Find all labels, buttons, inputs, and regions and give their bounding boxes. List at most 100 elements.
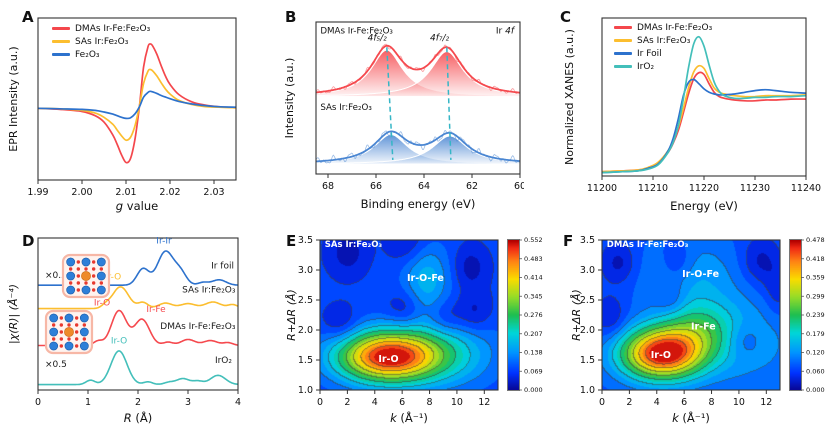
panel-B-plot: 68 66 64 62 60 DMAs Ir-Fe:Fe₂O₃ SAs Ir:Fe₂O₃ 4f… xyxy=(315,21,524,192)
panel-C-legend: DMAs Ir-Fe:Fe₂O₃ SAs Ir:Fe₂O₃ Ir Foil IrO₂ xyxy=(614,21,712,73)
x-tick-label: 8 xyxy=(709,397,715,408)
panel-E-letter: E xyxy=(286,232,297,250)
legend-item: DMAs Ir-Fe:Fe₂O₃ xyxy=(52,22,150,35)
panel-E-xlabel-italic: k xyxy=(390,411,397,425)
legend-item: SAs Ir:Fe₂O₃ xyxy=(614,34,712,47)
panel-C-plot: 11200 11210 11220 11230 11240 xyxy=(587,17,821,194)
o-atom xyxy=(51,323,56,327)
sample-label: DMAs Ir-Fe:Fe₂O₃ xyxy=(320,26,393,36)
x-tick-label: 2.03 xyxy=(203,187,224,198)
series-SAs Ir:Fe₂O₃ xyxy=(602,64,806,173)
o-atom xyxy=(91,274,96,278)
colorbar-tick-label: 0.120 xyxy=(806,349,825,357)
series-SAs Ir:Fe₂O₃ xyxy=(38,286,238,310)
x-tick-label: 2 xyxy=(344,397,350,408)
series-IrO₂ xyxy=(602,35,806,174)
peak-fill xyxy=(316,51,520,98)
o-atom xyxy=(74,323,79,327)
o-atom xyxy=(59,323,64,327)
x-tick-label: 3 xyxy=(185,397,191,408)
x-tick-label: 0 xyxy=(317,397,323,408)
o-atom xyxy=(59,344,64,348)
fe-atom xyxy=(66,271,76,281)
o-atom xyxy=(76,260,81,264)
panel-C: C Normalized XANES (a.u.) 11200 11210 1122… xyxy=(550,4,825,216)
colorbar-tick-label: 0.359 xyxy=(806,274,825,282)
o-atom xyxy=(59,337,64,341)
colorbar-tick-label: 0.418 xyxy=(806,255,825,263)
colorbar-tick-label: 0.000 xyxy=(524,386,543,394)
annotation-Ir foil: Ir foil xyxy=(211,261,234,271)
envelope-DMAs Ir-Fe:Fe₂O₃ xyxy=(316,44,520,94)
o-atom xyxy=(67,323,71,327)
heatmap-label-Ir-O-Fe: Ir-O-Fe xyxy=(407,273,444,284)
x-tick-label: 2.02 xyxy=(159,187,180,198)
o-atom xyxy=(74,330,79,334)
panel-F-axes: 0 2 4 6 8 10 12 1.0 1.5 2.0 2.5 3.0 3.5 DMAs Ir-Fe:Fe… xyxy=(580,235,825,408)
panel-E-axes: 0 2 4 6 8 10 12 1.0 1.5 2.0 2.5 3.0 3.5 SAs Ir:Fe₂O₃ I… xyxy=(298,235,543,408)
x-tick-label: 11230 xyxy=(740,183,770,194)
x-tick-label: 62 xyxy=(466,181,478,192)
panel-D-xlabel-italic: R xyxy=(123,411,132,425)
plot-series-group xyxy=(38,43,236,164)
panel-A: A EPR Intensity (a.u.) 1.99 2.00 2.01 2.02 2… xyxy=(6,4,262,216)
x-tick-label: 12 xyxy=(478,397,490,408)
envelope-SAs Ir:Fe₂O₃ xyxy=(316,130,520,163)
o-atom xyxy=(74,344,79,348)
panel-A-xlabel-italic: g xyxy=(115,199,124,213)
fe-atom xyxy=(64,341,74,351)
o-atom xyxy=(91,288,96,292)
panel-F-xlabel-italic: k xyxy=(672,411,679,425)
panel-F-colorbar xyxy=(790,240,801,390)
peak-fill xyxy=(316,135,520,165)
ir-atom xyxy=(64,327,74,337)
o-atom xyxy=(68,281,73,285)
panel-D: D |χ(R)| (Å⁻⁴) 0 1 2 3 4 ×0.3 Ir-Ir Ir foil Ir-O… xyxy=(6,222,262,427)
panel-E-heatmap xyxy=(320,240,498,390)
x-tick-label: 11210 xyxy=(638,183,668,194)
corner-label-italic: 4f xyxy=(505,26,516,36)
plot-frame xyxy=(319,239,499,391)
fe-atom xyxy=(96,285,106,295)
x-tick-label: 10 xyxy=(451,397,463,408)
colorbar-tick-label: 0.299 xyxy=(806,292,825,300)
panel-E-xlabel: k (Å⁻¹) xyxy=(320,412,498,425)
colorbar-tick-label: 0.483 xyxy=(524,255,543,263)
o-atom xyxy=(59,330,64,334)
series-DMAs Ir-Fe:Fe₂O₃ xyxy=(38,43,236,164)
legend-item: Fe₂O₃ xyxy=(52,48,150,61)
o-atom xyxy=(68,267,73,271)
plot-series-group xyxy=(316,43,520,165)
series-Fe₂O₃ xyxy=(38,90,236,120)
colorbar-tick-label: 0.276 xyxy=(524,311,543,319)
x-tick-label: 68 xyxy=(322,181,334,192)
plot-series-group xyxy=(602,35,806,174)
x-tick-label: 6 xyxy=(681,397,687,408)
heatmap-label-Ir-O: Ir-O xyxy=(651,350,671,361)
annotation-Ir-O: Ir-O xyxy=(111,336,127,346)
legend-label: IrO₂ xyxy=(637,61,655,72)
y-tick-label: 3.5 xyxy=(298,235,313,246)
colorbar-tick-label: 0.414 xyxy=(524,274,543,282)
legend-label: Fe₂O₃ xyxy=(75,49,100,60)
fe-atom xyxy=(49,313,59,323)
annotation-SAs Ir:Fe₂O₃: SAs Ir:Fe₂O₃ xyxy=(182,285,236,295)
legend-swatch xyxy=(614,26,632,29)
x-tick-label: 0 xyxy=(35,397,41,408)
dashed-guide xyxy=(446,47,452,160)
x-tick-label: 11220 xyxy=(689,183,719,194)
series-Ir Foil xyxy=(602,78,806,174)
fe-atom xyxy=(49,341,59,351)
annotation-×0.3: ×0.3 xyxy=(45,271,67,281)
x-tick-label: 2.01 xyxy=(115,187,136,198)
structure-inset-dmas xyxy=(44,309,94,355)
o-atom xyxy=(91,267,96,271)
y-tick-label: 3.5 xyxy=(580,235,595,246)
o-atom xyxy=(59,316,64,320)
o-atom xyxy=(99,281,104,285)
o-atom xyxy=(51,337,56,341)
heatmap-label-Ir-Fe: Ir-Fe xyxy=(691,321,716,332)
x-tick-label: 6 xyxy=(399,397,405,408)
legend-swatch xyxy=(614,65,632,68)
heatmap-title: SAs Ir:Fe₂O₃ xyxy=(325,240,383,250)
